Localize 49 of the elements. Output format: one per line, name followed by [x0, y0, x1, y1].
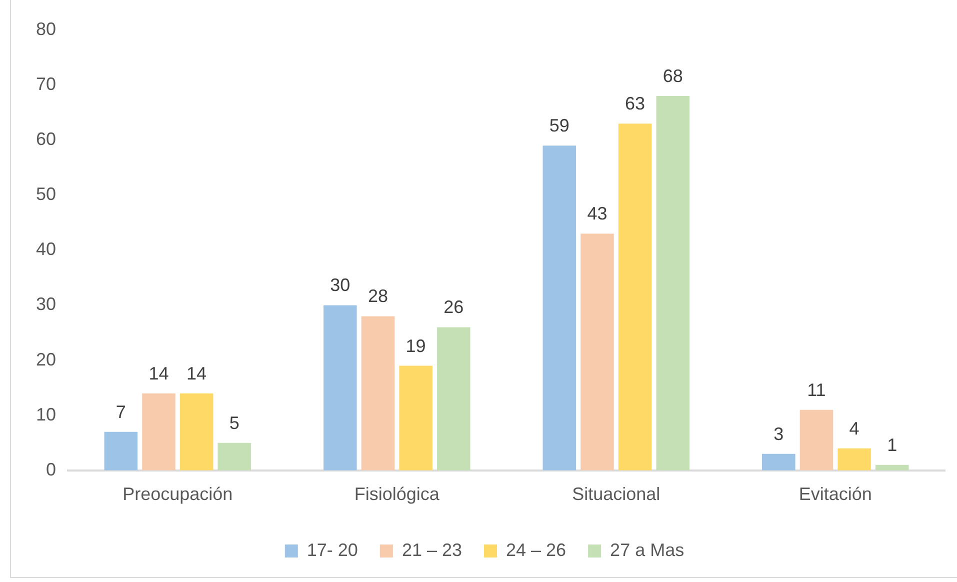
y-tick-label: 0 — [46, 459, 56, 480]
data-label: 68 — [662, 66, 683, 86]
legend-label: 21 – 23 — [402, 540, 462, 560]
bar — [218, 442, 252, 470]
bar — [436, 327, 470, 470]
bar — [838, 448, 871, 470]
x-tick-label: Fisiológica — [354, 484, 440, 504]
legend-label: 17- 20 — [306, 540, 358, 560]
y-tick-label: 10 — [36, 404, 56, 424]
data-label: 14 — [186, 363, 207, 384]
bar — [324, 305, 357, 470]
x-tick-label: Preocupación — [122, 484, 233, 504]
data-label: 5 — [229, 412, 240, 433]
x-tick-label: Situacional — [572, 484, 660, 504]
bar — [361, 316, 395, 470]
data-label: 59 — [549, 116, 570, 136]
bar — [656, 96, 690, 470]
y-tick-label: 20 — [36, 349, 56, 370]
y-tick-label: 30 — [36, 294, 56, 314]
data-label: 63 — [625, 94, 646, 114]
data-label: 4 — [849, 418, 860, 438]
bar — [580, 234, 614, 470]
data-label: 19 — [406, 336, 426, 356]
data-label: 28 — [368, 286, 388, 306]
y-tick-label: 60 — [36, 129, 56, 150]
data-label: 11 — [807, 380, 826, 400]
data-label: 3 — [774, 424, 784, 444]
data-label: 26 — [444, 297, 464, 318]
bar — [800, 410, 834, 470]
bar — [104, 432, 138, 470]
bar — [875, 464, 909, 470]
legend-label: 24 – 26 — [506, 540, 566, 560]
bar — [399, 366, 432, 470]
bar — [762, 454, 796, 470]
data-label: 14 — [148, 363, 169, 384]
y-tick-label: 50 — [36, 184, 56, 204]
data-label: 30 — [330, 275, 350, 296]
x-tick-label: Evitación — [798, 484, 872, 504]
bar — [180, 393, 214, 470]
bar — [142, 393, 176, 470]
bar — [542, 146, 576, 470]
data-label: 43 — [587, 204, 608, 224]
data-label: 7 — [116, 402, 126, 422]
data-label: 1 — [887, 434, 898, 455]
y-tick-label: 40 — [36, 239, 56, 260]
legend-label: 27 a Mas — [610, 540, 684, 560]
y-tick-label: 70 — [36, 74, 56, 94]
y-tick-label: 80 — [36, 18, 56, 39]
bar — [618, 124, 652, 470]
